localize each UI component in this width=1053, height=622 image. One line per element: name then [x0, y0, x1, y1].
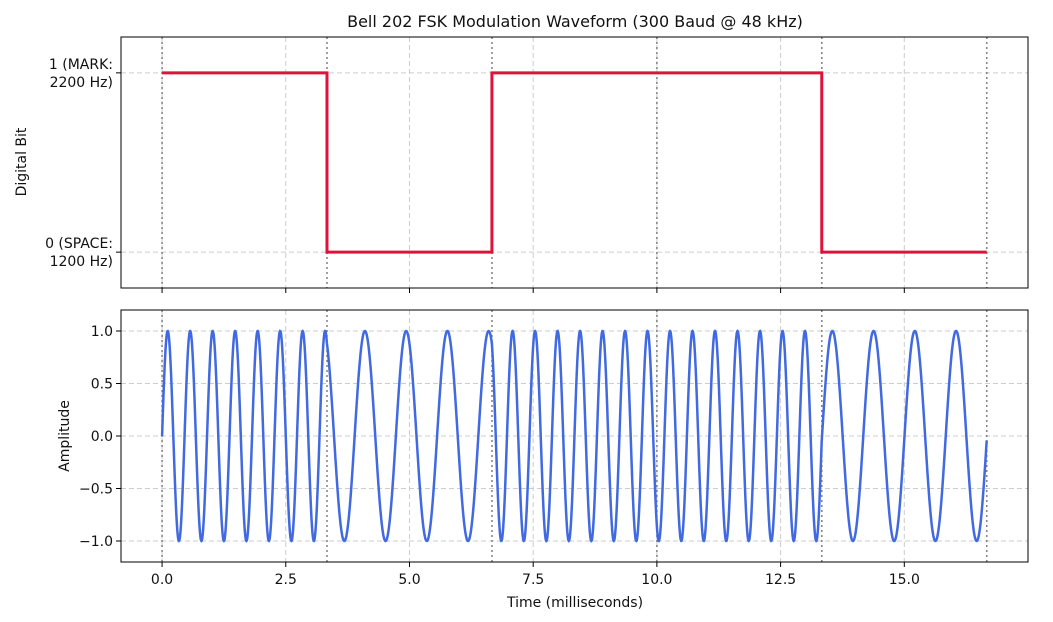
fsk-waveform-line [160, 329, 988, 543]
x-tick-label: 12.5 [765, 572, 796, 588]
bottom-y-tick-label: 0.0 [91, 429, 113, 445]
top-x-tick-marks [161, 288, 905, 293]
x-tick-label: 15.0 [889, 572, 920, 588]
top-y-tick-label: 1 (MARK: [49, 57, 113, 73]
x-axis-label: Time (milliseconds) [506, 595, 643, 611]
top-axes-frame [120, 36, 1029, 289]
bottom-y-axis-label: Amplitude [57, 400, 73, 472]
bit-step-line [162, 71, 987, 254]
bottom-y-ticks: 1.0 0.5 0.0 −0.5 −1.0 [79, 324, 121, 550]
bottom-y-tick-label: 0.5 [91, 377, 113, 393]
bottom-panel-waveform: 1.0 0.5 0.0 −0.5 −1.0 0.0 2.5 5.0 7.5 10.0 12.5 15… [57, 309, 1029, 611]
x-tick-label: 5.0 [398, 572, 420, 588]
x-tick-label: 2.5 [275, 572, 297, 588]
bottom-y-tick-label: −1.0 [79, 534, 113, 550]
chart-title: Bell 202 FSK Modulation Waveform (300 Ba… [347, 12, 803, 31]
bottom-y-tick-label: 1.0 [91, 324, 113, 340]
top-panel-bits: 1 (MARK: 2200 Hz) 0 (SPACE: 1200 Hz) Digita… [14, 36, 1029, 293]
top-y-ticks: 1 (MARK: 2200 Hz) 0 (SPACE: 1200 Hz) [45, 57, 121, 270]
top-y-tick-label: 1200 Hz) [50, 254, 113, 270]
bottom-x-ticks: 0.0 2.5 5.0 7.5 10.0 12.5 15.0 [151, 562, 920, 588]
top-y-tick-label: 2200 Hz) [50, 75, 113, 91]
top-y-tick-label: 0 (SPACE: [45, 236, 113, 252]
bottom-y-tick-label: −0.5 [79, 482, 113, 498]
x-tick-label: 0.0 [151, 572, 173, 588]
top-y-axis-label: Digital Bit [14, 127, 30, 196]
x-tick-label: 10.0 [641, 572, 672, 588]
x-tick-label: 7.5 [522, 572, 544, 588]
